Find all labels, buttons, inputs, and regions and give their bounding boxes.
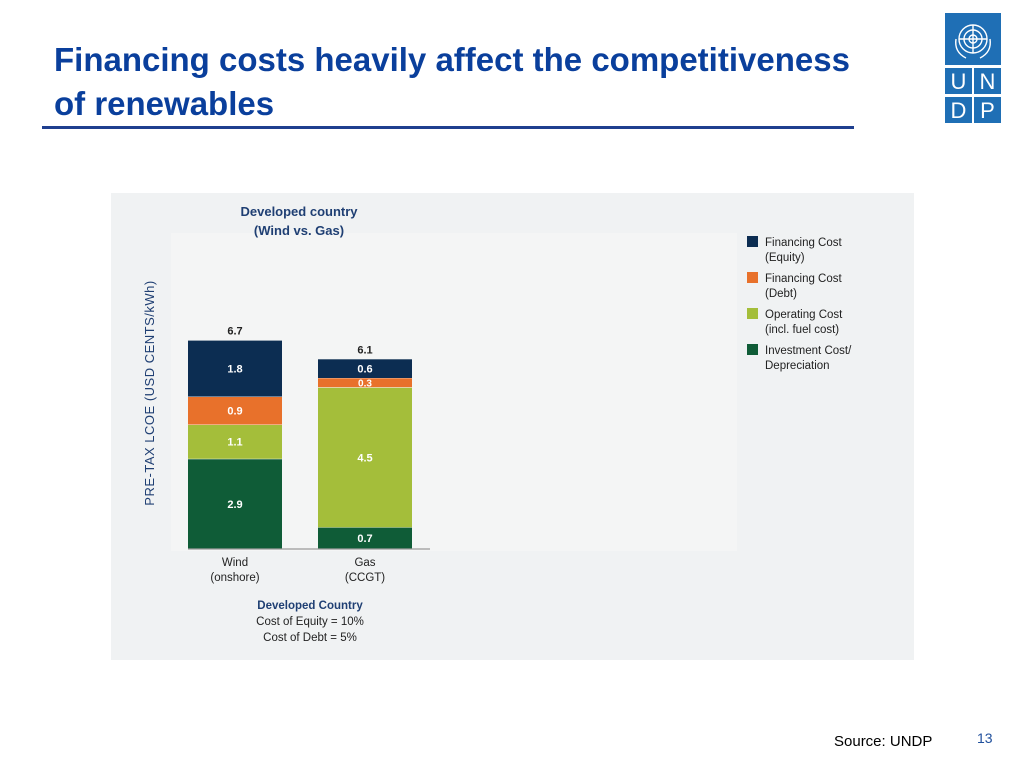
logo-letter-d: D (951, 98, 967, 123)
legend-swatch (747, 308, 758, 319)
slide-title-line1: Financing costs heavily affect the compe… (54, 41, 850, 78)
chart-title-line2: (Wind vs. Gas) (254, 223, 344, 238)
stacked-bar-chart: Developed country (Wind vs. Gas) PRE-TAX L… (142, 204, 852, 644)
chart-title-line1: Developed country (240, 204, 358, 219)
legend-label-line1: Operating Cost (765, 309, 843, 321)
bar-value-label: 0.7 (357, 533, 372, 545)
undp-logo: U N D P (944, 12, 1002, 124)
bar-value-label: 2.9 (227, 499, 242, 511)
slide-title-line2: of renewables (54, 85, 275, 122)
bar-value-label: 0.6 (357, 364, 372, 376)
footnote-line1: Cost of Equity = 10% (256, 616, 364, 628)
bar-segment (188, 458, 282, 549)
footnote-line2: Cost of Debt = 5% (263, 632, 357, 644)
logo-letter-u: U (951, 69, 967, 94)
bar-value-label: 0.9 (227, 406, 242, 418)
bar-segment (318, 359, 412, 378)
bar-segment (188, 424, 282, 459)
bar-value-label: 1.1 (227, 437, 242, 449)
bar-value-label: 0.3 (358, 378, 372, 389)
bar-segment (318, 387, 412, 528)
logo-letter-p: P (980, 98, 995, 123)
bar-segment (188, 396, 282, 425)
legend-label-line2: (incl. fuel cost) (765, 324, 839, 336)
bar-value-label: 4.5 (357, 452, 372, 464)
legend-swatch (747, 344, 758, 355)
legend-label-line2: (Debt) (765, 288, 797, 300)
legend-label-line1: Financing Cost (765, 273, 843, 285)
legend-label-line2: (Equity) (765, 252, 805, 264)
category-label: Wind (222, 557, 248, 569)
legend-label-line2: Depreciation (765, 360, 830, 372)
category-sublabel: (onshore) (210, 572, 259, 584)
chart-panel: Developed country (Wind vs. Gas) PRE-TAX L… (111, 193, 914, 660)
title-underline (42, 126, 854, 129)
page-number: 13 (977, 730, 993, 746)
bar-total-label: 6.7 (227, 326, 242, 338)
un-emblem-icon (955, 24, 991, 59)
bar-value-label: 1.8 (227, 364, 242, 376)
source-note: Source: UNDP (834, 733, 933, 750)
category-label: Gas (354, 557, 375, 569)
footnote-heading: Developed Country (257, 600, 363, 612)
logo-letter-n: N (980, 69, 996, 94)
bar-segment (318, 527, 412, 549)
legend-swatch (747, 236, 758, 247)
y-axis-label: PRE-TAX LCOE (USD CENTS/kWh) (142, 280, 157, 505)
legend-label-line1: Financing Cost (765, 237, 843, 249)
bar-total-label: 6.1 (357, 344, 372, 356)
category-sublabel: (CCGT) (345, 572, 385, 584)
bar-segment (188, 340, 282, 397)
slide-title: Financing costs heavily affect the compe… (54, 38, 944, 126)
legend-swatch (747, 272, 758, 283)
bar-segment (318, 377, 412, 388)
legend-label-line1: Investment Cost/ (765, 345, 852, 357)
